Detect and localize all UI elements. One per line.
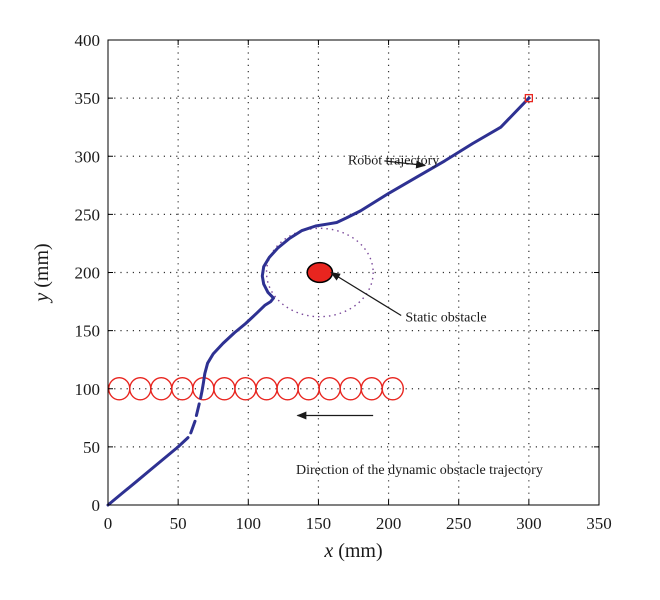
x-tick-label: 150 — [306, 514, 332, 533]
y-tick-label: 250 — [75, 205, 101, 224]
dynamic-obstacle-circle — [255, 377, 278, 401]
dynamic-obstacle-circle — [360, 377, 383, 401]
y-tick-label: 0 — [92, 496, 101, 515]
plot-frame — [107, 39, 600, 506]
annotation-static-text: Static obstacle — [405, 311, 486, 326]
safety-zone — [265, 227, 374, 318]
static-obstacle — [306, 261, 334, 284]
x-axis-label: x (mm) — [323, 540, 382, 562]
annotation-direction-text: Direction of the dynamic obstacle trajec… — [296, 463, 543, 478]
robot-trajectory — [106, 96, 531, 507]
trajectory-segment — [199, 96, 531, 400]
dynamic-obstacle-circle — [213, 377, 236, 401]
safety-circle — [265, 227, 374, 318]
annotations: Robot trajectory Static obstacle Direction… — [296, 154, 543, 478]
ticks: 0 50 100 150 200 250 300 350 0 50 100 150 200 250 300 3… — [75, 31, 612, 533]
goal-square — [524, 93, 534, 103]
dynamic-obstacle-circle — [150, 377, 173, 401]
y-tick-label: 50 — [83, 438, 100, 457]
dynamic-obstacle-circle — [381, 377, 405, 401]
trajectory-segment — [106, 436, 190, 507]
x-tick-label: 50 — [170, 514, 187, 533]
annotation-static-arrow — [330, 271, 402, 317]
dynamic-obstacle-circle — [318, 377, 341, 401]
dynamic-obstacle — [108, 377, 405, 401]
y-tick-label: 150 — [75, 322, 101, 341]
static-obstacle-shape — [306, 261, 334, 284]
grid — [108, 40, 599, 505]
trajectory-segment — [194, 402, 201, 417]
x-tick-label: 200 — [376, 514, 402, 533]
y-tick-label: 300 — [75, 147, 101, 166]
y-tick-label: 200 — [75, 264, 101, 283]
x-tick-label: 100 — [236, 514, 262, 533]
annotation-robot-text: Robot trajectory — [348, 154, 439, 169]
goal-marker — [524, 93, 534, 103]
y-axis-label: y (mm) — [31, 243, 53, 303]
x-tick-label: 0 — [104, 514, 113, 533]
y-tick-label: 400 — [75, 31, 101, 50]
y-tick-label: 100 — [75, 380, 101, 399]
trajectory-segment — [189, 419, 197, 435]
y-tick-label: 350 — [75, 89, 101, 108]
x-tick-label: 250 — [446, 514, 472, 533]
x-tick-label: 350 — [586, 514, 612, 533]
annotation-robot-arrow — [384, 160, 427, 169]
x-tick-label: 300 — [516, 514, 542, 533]
